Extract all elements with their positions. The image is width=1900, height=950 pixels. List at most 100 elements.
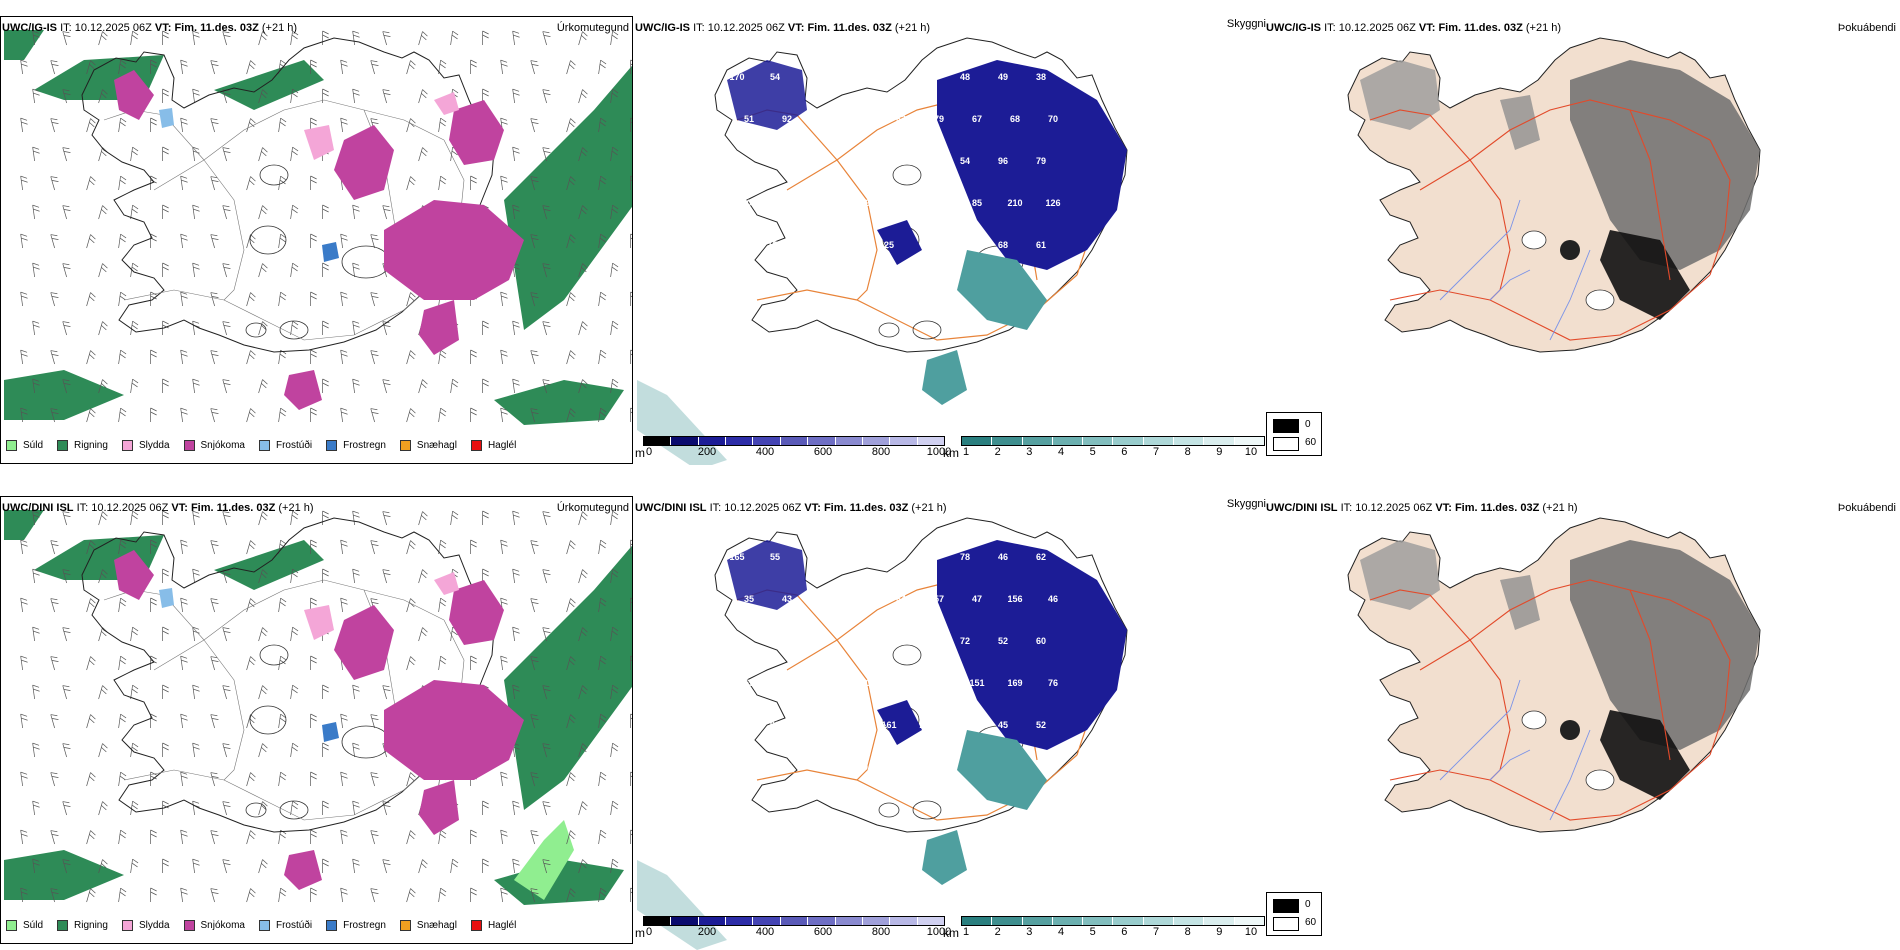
legend-label: Frostúði [275, 440, 313, 451]
wind-barb [322, 320, 329, 335]
river-line [1549, 729, 1591, 821]
wind-barb [130, 378, 139, 394]
peak-value-label: 47 [972, 594, 982, 604]
peak-value-label: 119 [856, 198, 871, 208]
wind-barb [542, 859, 551, 874]
wind-barb [310, 771, 317, 786]
wind-barb [610, 88, 619, 104]
visibility-area [957, 250, 1047, 330]
colorbar-segment [1234, 917, 1264, 925]
wind-barb [150, 539, 157, 554]
wind-barb [246, 830, 256, 845]
wind-barb [512, 88, 520, 104]
wind-barb [370, 772, 379, 787]
wind-barb [610, 568, 619, 584]
wind-barb [20, 829, 28, 845]
wind-barb [310, 233, 317, 248]
colorbar-tick: 5 [1089, 446, 1096, 458]
wind-barb [192, 204, 200, 220]
peak-value-label: 63 [896, 114, 906, 124]
wind-barb [20, 597, 28, 613]
wind-barb [278, 233, 287, 249]
wind-barb [32, 742, 40, 758]
wind-barb [578, 89, 588, 104]
colorbar-segment [644, 437, 672, 445]
peak-value-label: 137 [881, 156, 896, 166]
wind-barb [162, 626, 169, 641]
glacier-outline [341, 245, 391, 279]
sleet-area [434, 572, 459, 595]
peak-value-label: 68 [1010, 114, 1020, 124]
legend-swatch [399, 920, 411, 931]
peak-value-label: 61 [1036, 240, 1046, 250]
wind-barb [610, 858, 619, 874]
wind-barb [542, 801, 551, 816]
wind-barb [406, 656, 416, 671]
glacier-outline [892, 644, 922, 666]
wind-barb [86, 408, 96, 423]
peak-value-label: 55 [770, 552, 780, 562]
peak-value-label: 165 [729, 552, 744, 562]
legend-item: Frostregn [326, 440, 386, 451]
wind-barb [470, 59, 477, 74]
wind-barb [566, 714, 576, 729]
legend-swatch [57, 920, 69, 931]
wind-barb [406, 350, 416, 365]
wind-barb [566, 888, 576, 903]
wind-barb [530, 176, 539, 191]
rain-area [4, 30, 44, 60]
wind-barb [542, 31, 551, 46]
river-line [1489, 269, 1531, 301]
wind-barb [62, 685, 71, 700]
fog-legend: 0 60 [1266, 412, 1322, 456]
wind-barb [418, 147, 428, 162]
wind-barb [598, 233, 607, 249]
glacier-outline [912, 800, 942, 820]
legend-item: Súld [6, 440, 43, 451]
field-name-precip: Úrkomutegund [556, 502, 629, 514]
wind-barb [222, 379, 231, 394]
colorbar-tick: 600 [813, 926, 833, 938]
wind-barb [246, 714, 256, 729]
wind-barb [32, 378, 40, 394]
wind-barb [20, 407, 28, 423]
fog-index-area [1600, 710, 1690, 800]
legend-swatch [258, 440, 270, 451]
wind-barb [290, 262, 299, 278]
fog-index-area [1570, 540, 1760, 750]
wind-barb [406, 292, 416, 307]
wind-barb [578, 147, 588, 162]
wind-barb [322, 858, 329, 873]
panel-title: UWC/IG-IS IT: 10.12.2025 06Z VT: Fim. 11… [1266, 22, 1562, 34]
wind-barb [310, 59, 317, 74]
fog-map-ig [1347, 37, 1761, 353]
wind-barb [482, 378, 489, 393]
wind-barb [598, 829, 607, 845]
wind-barb [222, 801, 231, 816]
wind-barb [530, 656, 539, 671]
wind-barb [162, 568, 169, 583]
visibility-colorbar [961, 436, 1265, 446]
wind-barb [62, 859, 71, 874]
visibility-area [922, 830, 967, 885]
wind-barb [542, 321, 551, 336]
precip-type-panel-ig: UWC/IG-IS IT: 10.12.2025 06Z VT: Fim. 11… [0, 0, 633, 465]
visibility-colorbar [961, 916, 1265, 926]
wind-barb [598, 407, 607, 423]
peak-value-label: 103 [741, 198, 756, 208]
wind-barb [210, 888, 219, 903]
wind-barb [98, 859, 108, 874]
legend-item: Slydda [121, 920, 170, 931]
wind-barb [406, 772, 416, 787]
peak-value-label: 74 [846, 156, 856, 166]
peak-value-label: 51 [744, 114, 754, 124]
wind-barb [62, 147, 71, 162]
wind-barb [86, 540, 96, 555]
wind-barb [192, 626, 200, 642]
peak-value-label: 70 [820, 762, 830, 772]
wind-barb [50, 234, 59, 249]
peak-value-label: 38 [1036, 72, 1046, 82]
glacier-outline [279, 800, 309, 820]
wind-barb [32, 626, 40, 642]
